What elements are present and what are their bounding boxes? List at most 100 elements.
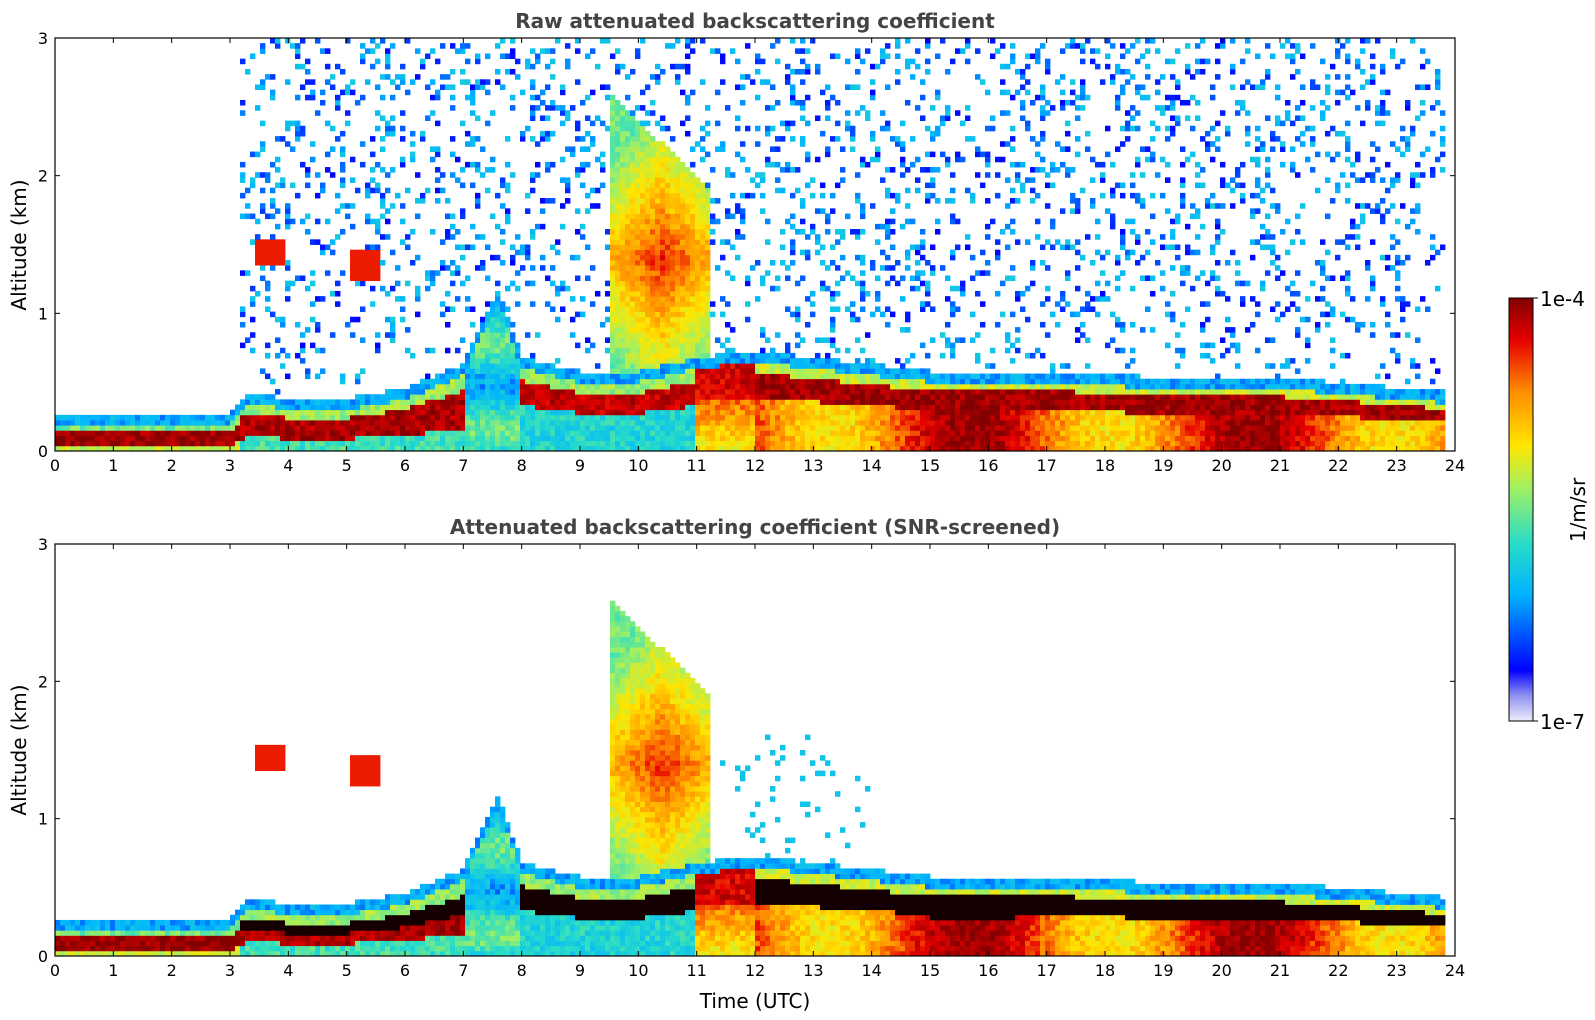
heatmap-cell [595, 440, 601, 447]
heatmap-cell [275, 389, 281, 395]
heatmap-cell [910, 414, 916, 421]
heatmap-cell [865, 110, 871, 116]
heatmap-cell [705, 275, 711, 282]
heatmap-cell [965, 43, 971, 49]
heatmap-cell [680, 63, 686, 70]
heatmap-cell [765, 105, 771, 111]
heatmap-cell [220, 425, 226, 431]
heatmap-cell [460, 182, 466, 189]
heatmap-cell [830, 94, 836, 101]
heatmap-cell [480, 321, 486, 328]
heatmap-cell [590, 383, 596, 390]
heatmap-cell [900, 409, 906, 416]
heatmap-cell [620, 296, 626, 302]
heatmap-cell [495, 254, 501, 261]
heatmap-cell [815, 389, 821, 395]
heatmap-cell [655, 445, 661, 451]
heatmap-cell [815, 425, 821, 431]
heatmap-cell [585, 409, 591, 416]
heatmap-cell [515, 363, 521, 369]
heatmap-cell [535, 373, 541, 380]
heatmap-cell [285, 404, 291, 411]
heatmap-cell [805, 383, 811, 390]
heatmap-cell [330, 74, 336, 80]
heatmap-cell [975, 378, 981, 385]
heatmap-cell [630, 420, 636, 426]
heatmap-cell [625, 172, 631, 178]
heatmap-cell [955, 156, 961, 163]
heatmap-cell [540, 223, 546, 230]
heatmap-cell [655, 177, 661, 183]
heatmap-cell [615, 275, 621, 282]
heatmap-cell [855, 84, 861, 91]
heatmap-cell [650, 430, 656, 436]
heatmap-cell [855, 192, 861, 199]
heatmap-cell [955, 306, 961, 313]
heatmap-cell [385, 290, 391, 297]
heatmap-cell [805, 296, 811, 302]
heatmap-cell [505, 373, 511, 380]
heatmap-cell [760, 399, 766, 405]
heatmap-cell [350, 156, 356, 163]
heatmap-cell [760, 373, 766, 380]
heatmap-cell [625, 265, 631, 271]
heatmap-cell [375, 187, 381, 194]
heatmap-cell [765, 352, 771, 359]
heatmap-cell [980, 414, 986, 421]
heatmap-cell [520, 435, 526, 442]
heatmap-cell [305, 182, 311, 189]
heatmap-cell [875, 435, 881, 442]
heatmap-cell [385, 48, 391, 54]
heatmap-cell [265, 285, 271, 292]
heatmap-cell [700, 270, 706, 276]
heatmap-cell [435, 425, 441, 431]
heatmap-cell [580, 167, 586, 173]
heatmap-cell [795, 389, 801, 395]
heatmap-cell [610, 151, 616, 158]
heatmap-cell [645, 285, 651, 292]
heatmap-cell [285, 265, 291, 271]
heatmap-cell [630, 151, 636, 158]
heatmap-cell [715, 146, 721, 152]
heatmap-cell [725, 440, 731, 447]
heatmap-cell [385, 208, 391, 214]
heatmap-cell [270, 234, 276, 240]
heatmap-cell [390, 285, 396, 292]
heatmap-cell [555, 399, 561, 405]
heatmap-cell [925, 301, 931, 307]
heatmap-cell [960, 445, 966, 451]
heatmap-cell [640, 285, 646, 292]
heatmap-cell [270, 249, 276, 256]
heatmap-cell [845, 213, 851, 220]
heatmap-cell [650, 425, 656, 431]
heatmap-cell [630, 218, 636, 225]
heatmap-cell [775, 187, 781, 194]
heatmap-cell [835, 445, 841, 451]
heatmap-cell [490, 440, 496, 447]
heatmap-cell [685, 316, 691, 323]
heatmap-cell [745, 352, 751, 359]
heatmap-cell [625, 270, 631, 276]
heatmap-cell [610, 352, 616, 359]
heatmap-cell [905, 187, 911, 194]
heatmap-cell [490, 414, 496, 421]
heatmap-cell [695, 430, 701, 436]
heatmap-cell [445, 378, 451, 385]
heatmap-cell [790, 311, 796, 318]
heatmap-cell [375, 249, 381, 256]
heatmap-cell [440, 389, 446, 395]
heatmap-cell [625, 409, 631, 416]
heatmap-cell [905, 420, 911, 426]
heatmap-cell [740, 213, 746, 220]
heatmap-cell [625, 337, 631, 343]
heatmap-cell [350, 259, 356, 266]
heatmap-cell [625, 223, 631, 230]
heatmap-cell [580, 146, 586, 152]
heatmap-cell [530, 363, 536, 369]
heatmap-cell [820, 244, 826, 251]
heatmap-cell [290, 146, 296, 152]
heatmap-cell [685, 342, 691, 349]
heatmap-cell [640, 125, 646, 132]
heatmap-cell [845, 420, 851, 426]
heatmap-cell [900, 394, 906, 400]
